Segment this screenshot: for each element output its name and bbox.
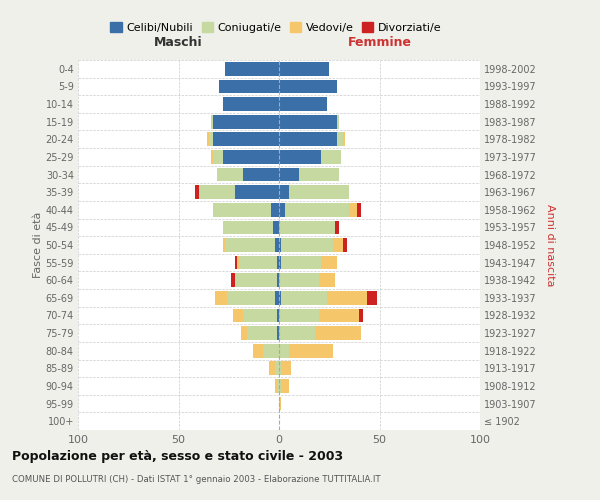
Bar: [235, 186, 279, 199]
Bar: [218, 80, 279, 94]
Bar: [227, 291, 275, 304]
Bar: [337, 132, 343, 146]
Bar: [279, 168, 299, 181]
Bar: [358, 203, 361, 216]
Bar: [279, 132, 337, 146]
Bar: [279, 220, 335, 234]
Bar: [277, 326, 279, 340]
Bar: [279, 291, 281, 304]
Bar: [275, 379, 277, 393]
Bar: [243, 168, 279, 181]
Bar: [367, 291, 377, 304]
Bar: [241, 326, 247, 340]
Bar: [337, 115, 340, 128]
Bar: [327, 291, 367, 304]
Bar: [275, 238, 279, 252]
Bar: [315, 326, 361, 340]
Bar: [281, 256, 321, 270]
Bar: [215, 291, 227, 304]
Bar: [212, 132, 279, 146]
Bar: [349, 203, 358, 216]
Bar: [281, 362, 291, 375]
Bar: [281, 379, 289, 393]
Y-axis label: Fasce di età: Fasce di età: [32, 212, 43, 278]
Bar: [279, 308, 319, 322]
Bar: [247, 326, 277, 340]
Bar: [279, 97, 327, 111]
Bar: [223, 150, 279, 164]
Bar: [253, 344, 263, 358]
Bar: [289, 186, 349, 199]
Bar: [194, 186, 199, 199]
Bar: [277, 274, 279, 287]
Bar: [277, 308, 279, 322]
Bar: [235, 256, 237, 270]
Text: Femmine: Femmine: [347, 36, 412, 49]
Bar: [281, 291, 327, 304]
Bar: [237, 256, 239, 270]
Bar: [321, 150, 341, 164]
Bar: [211, 115, 212, 128]
Bar: [333, 238, 343, 252]
Bar: [211, 150, 212, 164]
Bar: [279, 274, 319, 287]
Bar: [275, 362, 279, 375]
Bar: [279, 62, 329, 76]
Bar: [223, 238, 225, 252]
Bar: [277, 379, 279, 393]
Bar: [279, 379, 281, 393]
Legend: Celibi/Nubili, Coniugati/e, Vedovi/e, Divorziati/e: Celibi/Nubili, Coniugati/e, Vedovi/e, Di…: [106, 18, 446, 38]
Bar: [225, 62, 279, 76]
Bar: [231, 274, 235, 287]
Bar: [263, 344, 279, 358]
Bar: [269, 362, 275, 375]
Bar: [271, 203, 279, 216]
Bar: [212, 115, 279, 128]
Bar: [279, 115, 337, 128]
Bar: [273, 220, 279, 234]
Bar: [343, 132, 346, 146]
Bar: [281, 238, 333, 252]
Bar: [223, 97, 279, 111]
Bar: [299, 168, 340, 181]
Bar: [225, 238, 275, 252]
Bar: [212, 203, 271, 216]
Bar: [239, 256, 277, 270]
Bar: [279, 362, 281, 375]
Bar: [277, 256, 279, 270]
Bar: [212, 150, 223, 164]
Bar: [223, 220, 273, 234]
Text: Maschi: Maschi: [154, 36, 203, 49]
Bar: [275, 291, 279, 304]
Bar: [233, 308, 243, 322]
Bar: [335, 220, 340, 234]
Text: Popolazione per età, sesso e stato civile - 2003: Popolazione per età, sesso e stato civil…: [12, 450, 343, 463]
Bar: [359, 308, 364, 322]
Bar: [319, 308, 359, 322]
Bar: [285, 203, 349, 216]
Bar: [279, 150, 321, 164]
Bar: [243, 308, 277, 322]
Bar: [199, 186, 235, 199]
Bar: [279, 256, 281, 270]
Bar: [319, 274, 335, 287]
Bar: [279, 344, 289, 358]
Bar: [321, 256, 337, 270]
Bar: [279, 186, 289, 199]
Y-axis label: Anni di nascita: Anni di nascita: [545, 204, 556, 286]
Bar: [279, 396, 281, 410]
Bar: [209, 132, 212, 146]
Bar: [289, 344, 333, 358]
Bar: [235, 274, 277, 287]
Bar: [279, 203, 285, 216]
Bar: [279, 326, 315, 340]
Bar: [279, 80, 337, 94]
Bar: [206, 132, 209, 146]
Bar: [279, 238, 281, 252]
Text: COMUNE DI POLLUTRI (CH) - Dati ISTAT 1° gennaio 2003 - Elaborazione TUTTITALIA.I: COMUNE DI POLLUTRI (CH) - Dati ISTAT 1° …: [12, 475, 380, 484]
Bar: [217, 168, 243, 181]
Bar: [343, 238, 347, 252]
